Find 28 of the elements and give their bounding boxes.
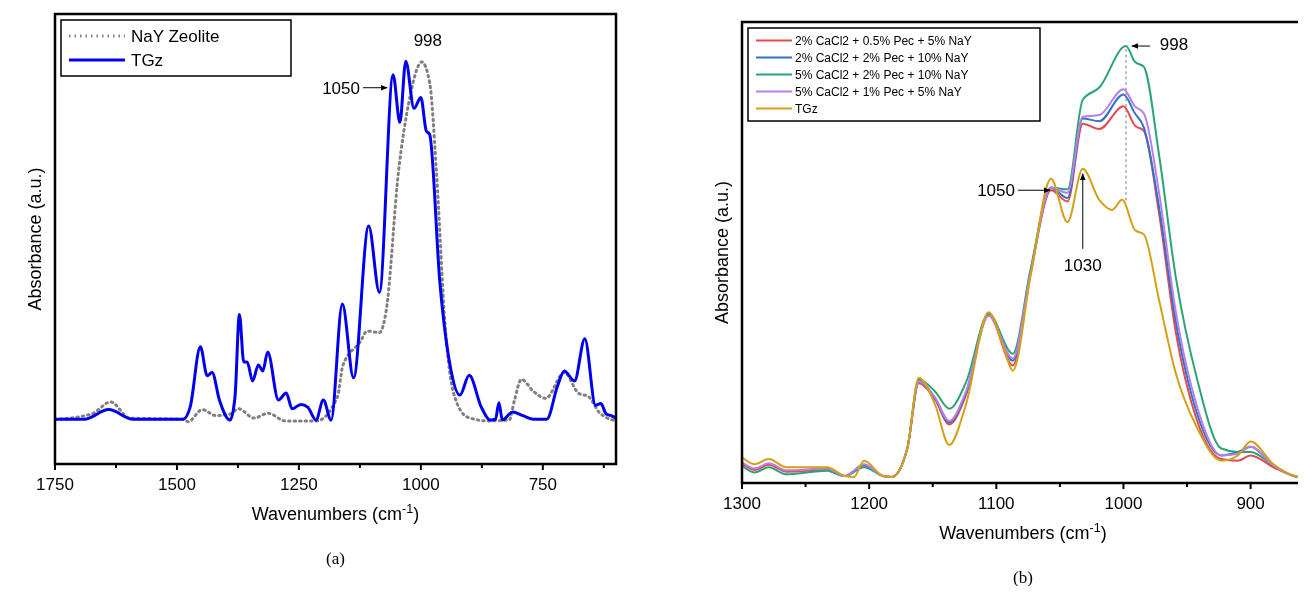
legend-label: 5% CaCl2 + 2% Pec + 10% NaY (795, 67, 969, 82)
x-tick-label: 1000 (401, 475, 440, 494)
y-axis-title: Absorbance (a.u.) (25, 167, 45, 311)
x-axis-title: Wavenumbers (cm$^{-1}$) (939, 521, 1107, 543)
legend-label: NaY Zeolite (131, 27, 220, 47)
annotation: 1050 (977, 181, 1015, 201)
x-axis-title: Wavenumbers (cm$^{-1}$) (251, 502, 420, 524)
x-tick-label: 1750 (36, 475, 74, 494)
y-axis-title: Absorbance (a.u.) (712, 180, 732, 325)
legend-label: 2% CaCl2 + 2% Pec + 10% NaY (795, 50, 969, 65)
legend-label: 5% CaCl2 + 1% Pec + 5% NaY (795, 84, 962, 99)
legend-label: 2% CaCl2 + 0.5% Pec + 5% NaY (795, 33, 972, 48)
x-tick-label: 900 (1236, 494, 1265, 513)
x-tick-label: 1200 (850, 494, 889, 513)
x-tick-label: 1500 (158, 475, 196, 494)
x-tick-label: 1000 (1104, 494, 1143, 513)
x-tick-label: 750 (528, 475, 558, 494)
annotation: 1050 (322, 78, 360, 98)
annotation: 998 (413, 30, 443, 50)
x-tick-label: 1250 (280, 475, 318, 494)
x-tick-label: 1300 (723, 494, 761, 513)
legend-label: TGz (795, 101, 818, 116)
annotation: 998 (1159, 35, 1189, 55)
legend-label: TGz (131, 51, 164, 71)
x-tick-label: 1100 (978, 494, 1015, 513)
annotation: 1030 (1063, 255, 1102, 275)
text: (b) (1013, 568, 1033, 587)
text: (a) (326, 549, 345, 568)
